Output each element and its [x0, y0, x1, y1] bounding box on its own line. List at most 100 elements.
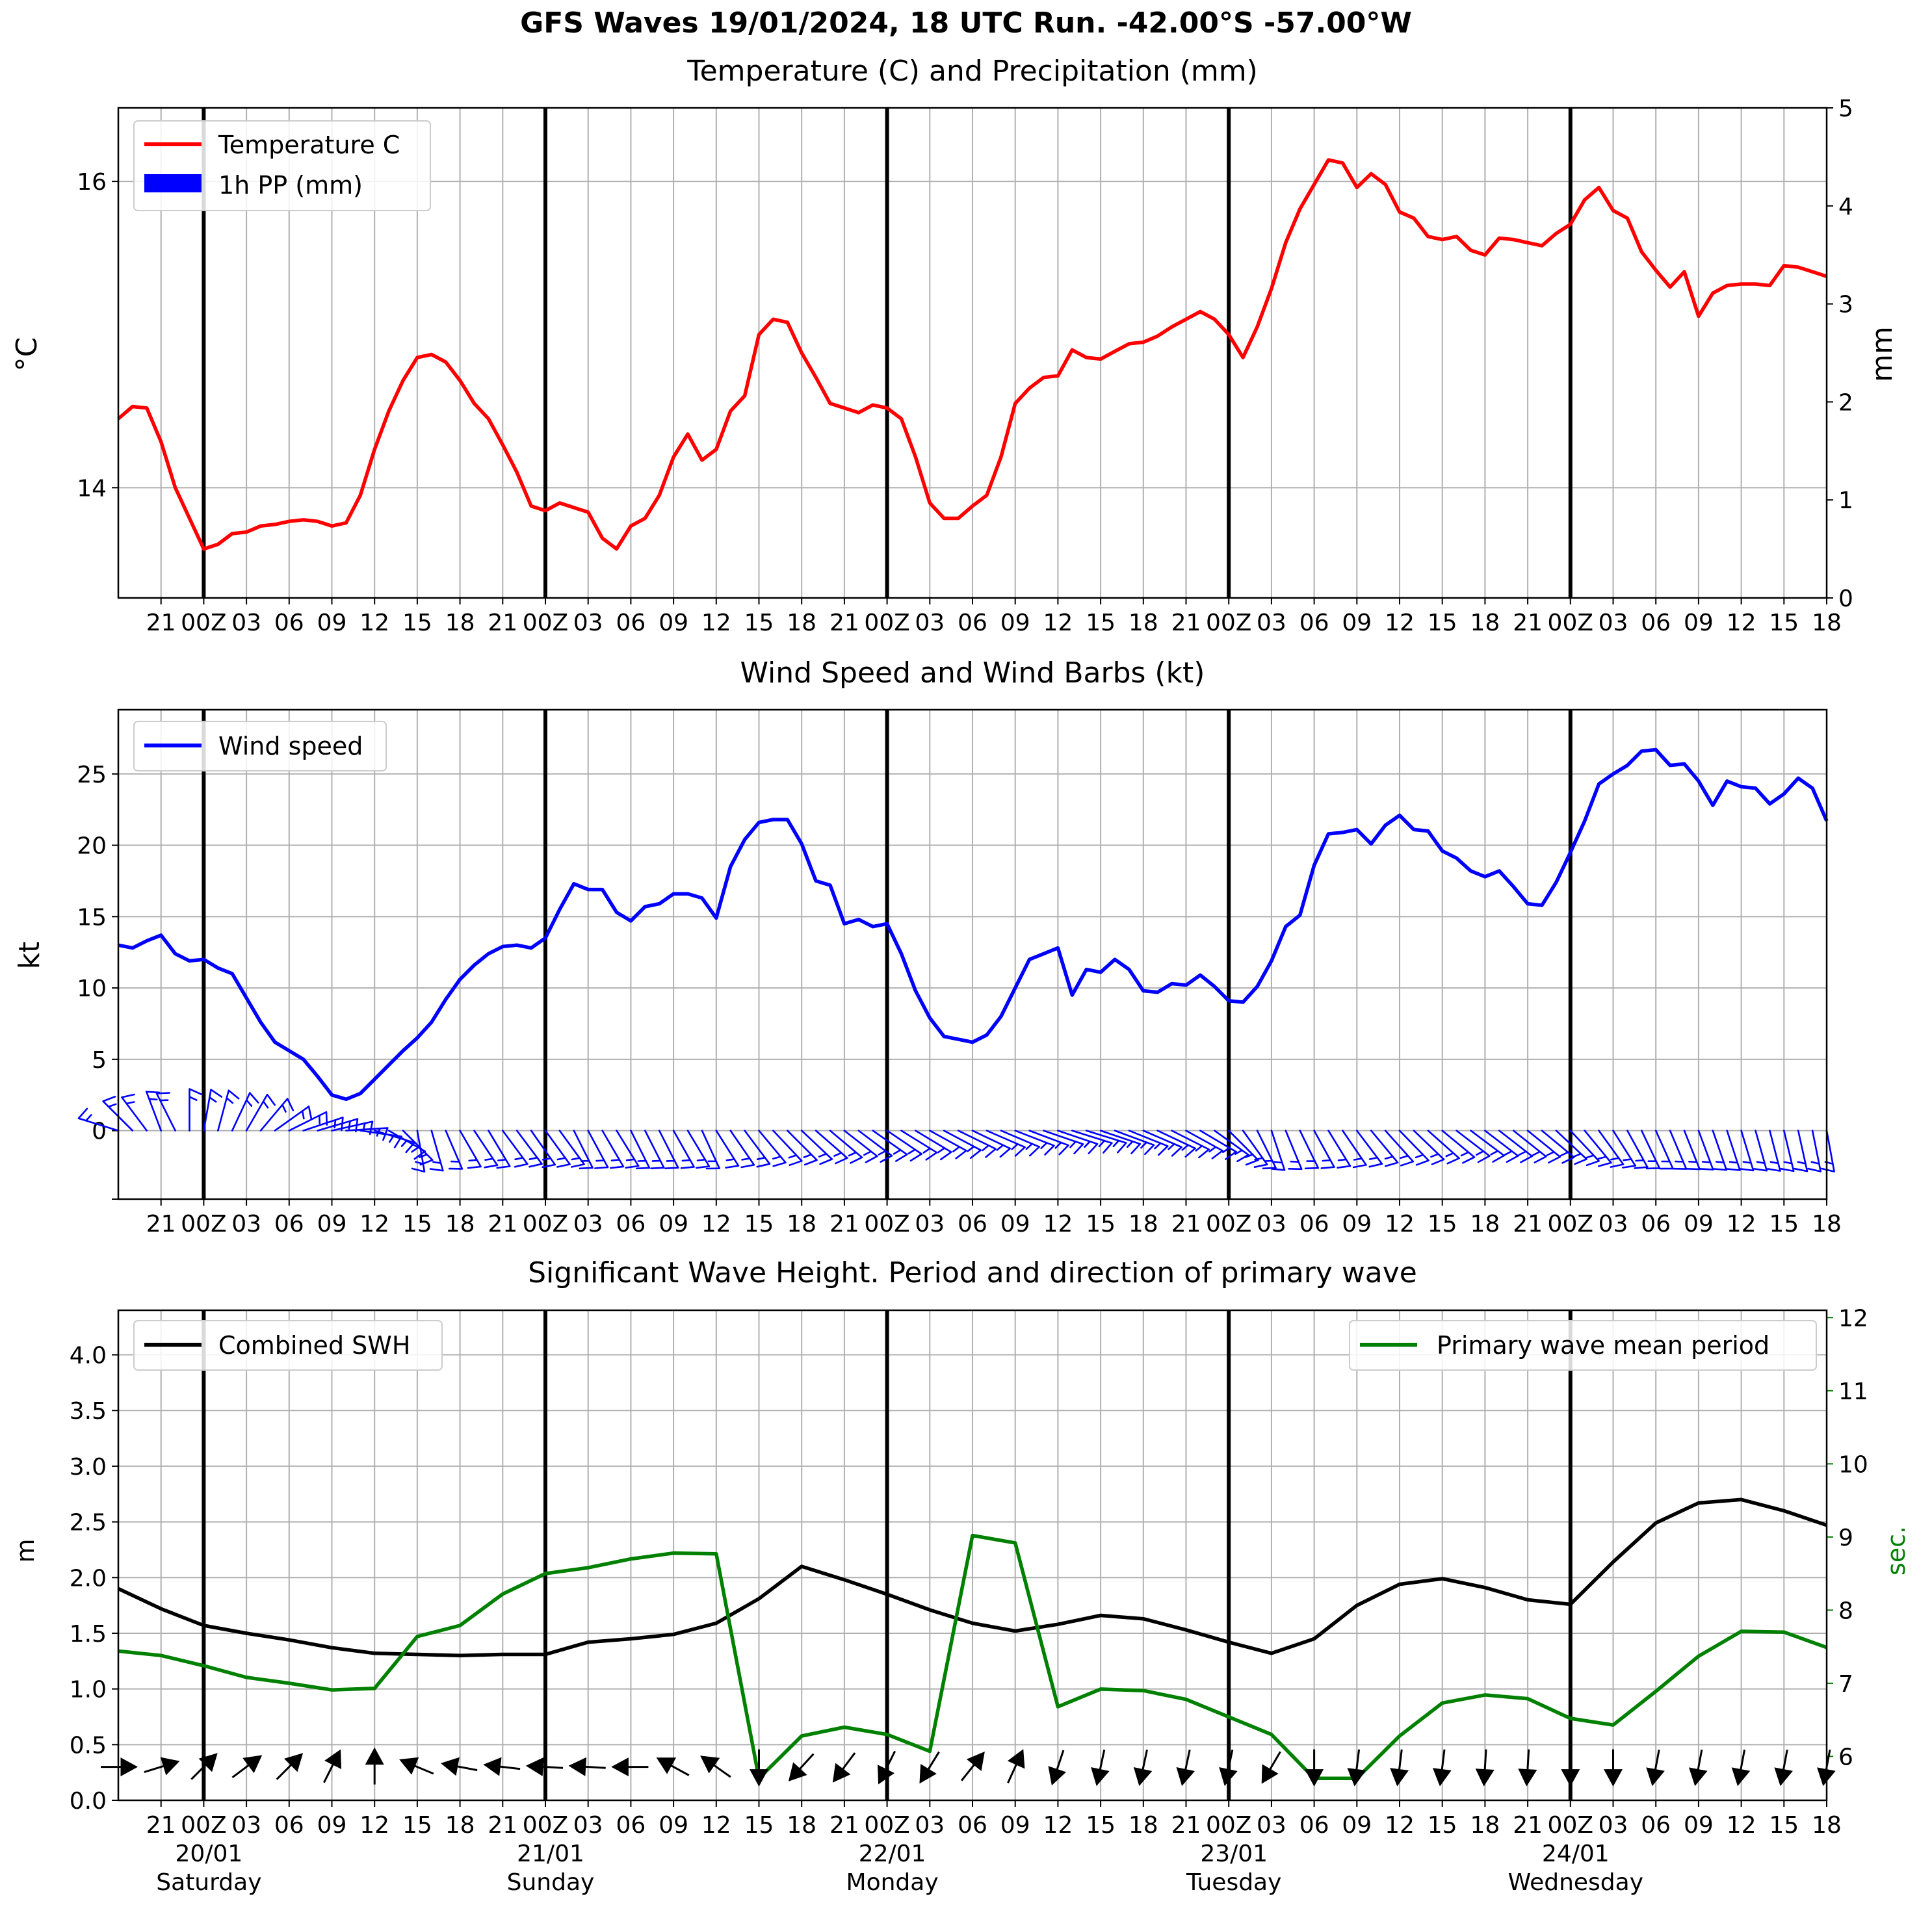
wind-barb	[1085, 1130, 1127, 1154]
day-weekday-label: Wednesday	[1508, 1869, 1643, 1896]
wind-barb	[729, 1130, 755, 1169]
wave-direction-arrow	[190, 1753, 218, 1780]
wind-barb	[1641, 1130, 1661, 1170]
wave-direction-arrow	[1774, 1749, 1793, 1787]
wind-barb	[1807, 1130, 1821, 1172]
x-tick-label: 15	[402, 610, 432, 636]
wind-barb	[429, 1130, 444, 1172]
wind-barb	[231, 1092, 259, 1132]
wind-barb	[1484, 1130, 1519, 1163]
x-tick-label: 21	[1171, 1812, 1201, 1839]
right-y-tick-label: 8	[1838, 1598, 1853, 1624]
wave-direction-arrow	[960, 1752, 985, 1781]
x-tick-label: 12	[359, 610, 389, 636]
wave-direction-arrow	[1518, 1749, 1537, 1787]
x-tick-label: 12	[1385, 1211, 1415, 1237]
wind-speed-line	[118, 747, 1829, 1102]
wind-barb	[1569, 1130, 1600, 1167]
x-tick-label: 18	[787, 610, 816, 636]
x-tick-label: 06	[274, 1812, 304, 1839]
wind-barb	[473, 1130, 499, 1169]
x-tick-label: 15	[1428, 1812, 1457, 1839]
wind-barb	[857, 1130, 893, 1163]
wind-barb	[1669, 1130, 1688, 1170]
wind-barb	[77, 1107, 120, 1132]
x-tick-label: 03	[1599, 610, 1628, 636]
y-tick-label: 1.0	[70, 1677, 107, 1703]
wind-barb	[829, 1130, 863, 1164]
x-tick-label: 09	[317, 1211, 347, 1237]
wave-direction-arrow	[231, 1755, 263, 1778]
wind-barb	[502, 1130, 529, 1168]
x-tick-label: 21	[829, 1211, 859, 1237]
x-tick-label: 09	[1684, 1211, 1714, 1237]
wind-barb	[1014, 1130, 1055, 1156]
right-y-tick-label: 2	[1838, 389, 1853, 416]
wind-barb	[121, 1093, 148, 1132]
x-tick-label: 12	[701, 1812, 731, 1839]
x-tick-label: 03	[231, 610, 261, 636]
wave-panel-title: Significant Wave Height. Period and dire…	[528, 1256, 1417, 1289]
y-tick-label: 4.0	[70, 1343, 107, 1369]
wave-direction-arrow	[441, 1757, 478, 1776]
wind-barb	[1028, 1130, 1069, 1156]
wind-barb	[155, 1092, 176, 1132]
x-tick-label: 00Z	[523, 610, 568, 636]
wave-direction-arrow	[749, 1749, 769, 1787]
y-tick-label: 0.5	[70, 1732, 107, 1759]
x-tick-label: 15	[744, 610, 774, 636]
wave-direction-arrow	[1176, 1749, 1195, 1787]
wind-barb	[1584, 1130, 1612, 1167]
wind-barb	[573, 1130, 594, 1170]
wind-barb	[1712, 1130, 1728, 1171]
wind-barb	[530, 1130, 556, 1169]
legend-frame	[1349, 1320, 1817, 1371]
period-legend: Primary wave mean period	[1349, 1320, 1817, 1371]
wind-barb	[1256, 1130, 1277, 1170]
x-tick-label: 21	[146, 610, 176, 636]
y-tick-label: 14	[77, 475, 107, 502]
x-tick-label: 21	[829, 610, 859, 636]
y-tick-label: 2.0	[70, 1565, 107, 1592]
wave-panel: 0.00.51.01.52.02.53.03.54.021 00Z 03 06 09 12…	[70, 1305, 1868, 1896]
wave-direction-arrow	[878, 1750, 896, 1785]
wind-barb	[259, 1098, 294, 1132]
wind-barb	[516, 1130, 543, 1168]
x-tick-label: 12	[359, 1211, 389, 1237]
wind-barb	[744, 1130, 771, 1168]
x-tick-label: 12	[701, 1211, 731, 1237]
wind-barb	[1099, 1130, 1142, 1154]
x-tick-label: 06	[616, 610, 646, 636]
wind-barb	[1766, 1130, 1781, 1172]
wind-barb	[445, 1130, 463, 1170]
x-tick-label: 09	[1342, 1812, 1372, 1839]
x-tick-label: 09	[1000, 1211, 1030, 1237]
right-y-tick-label: 5	[1838, 96, 1853, 122]
wind-barb	[644, 1130, 665, 1169]
wind-barb	[1356, 1130, 1383, 1168]
x-tick-label: 06	[274, 1211, 304, 1237]
plot-frame	[117, 107, 1828, 599]
x-tick-label: 12	[1727, 610, 1756, 636]
x-tick-label: 06	[1299, 1211, 1329, 1237]
x-tick-label: 21	[1513, 1211, 1543, 1237]
wind-barb	[1697, 1130, 1714, 1171]
wind-barb	[843, 1130, 878, 1163]
x-tick-label: 03	[1257, 1211, 1286, 1237]
x-tick-label: 09	[317, 610, 347, 636]
x-tick-label: 00Z	[523, 1812, 568, 1839]
x-tick-label: 06	[958, 610, 987, 636]
wind-barb	[1327, 1130, 1351, 1169]
wind-barb	[1227, 1130, 1259, 1166]
x-tick-label: 18	[787, 1812, 816, 1839]
swh-legend: Combined SWH	[133, 1320, 443, 1371]
wind-barb	[1526, 1130, 1561, 1164]
day-date-label: 21/01	[517, 1841, 584, 1867]
x-tick-label: 06	[1641, 1812, 1671, 1839]
wind-barb	[1299, 1130, 1320, 1170]
x-tick-label: 18	[1470, 1812, 1500, 1839]
day-weekday-label: Monday	[846, 1869, 939, 1896]
x-tick-label: 00Z	[864, 610, 909, 636]
wind-barb	[1071, 1130, 1113, 1154]
wave-direction-arrow	[656, 1757, 690, 1776]
